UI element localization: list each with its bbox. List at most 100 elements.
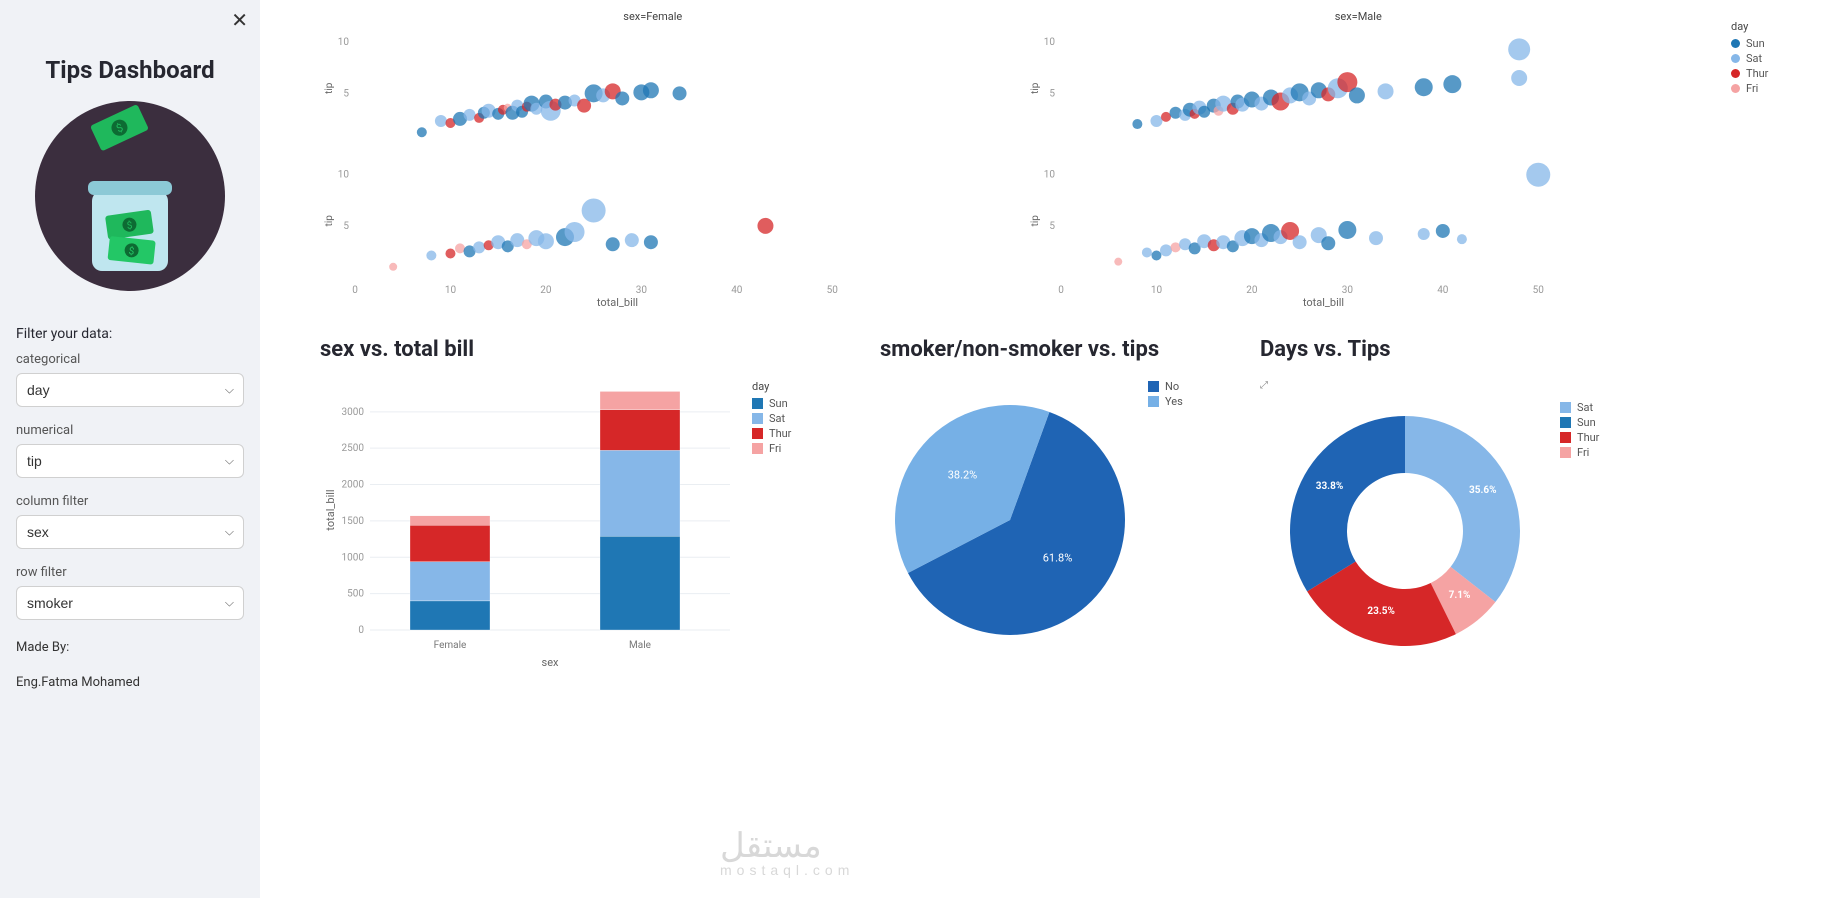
svg-text:10: 10 (1043, 37, 1055, 48)
legend-item[interactable]: Fri (1560, 446, 1599, 459)
made-by-label: Made By: (16, 640, 244, 655)
svg-text:50: 50 (827, 285, 839, 296)
svg-text:sex: sex (542, 656, 560, 669)
svg-text:40: 40 (1437, 285, 1449, 296)
row-filter-select[interactable]: sexsmokerdaytime (16, 586, 244, 620)
legend-item[interactable]: Thur (752, 427, 791, 440)
legend-item[interactable]: Sat (1731, 52, 1791, 65)
column-filter-select[interactable]: sexsmokerdaytime (16, 515, 244, 549)
svg-text:0: 0 (352, 285, 358, 296)
svg-text:2000: 2000 (342, 480, 365, 491)
sidebar: ✕ Tips Dashboard $ $ $ Filter your data:… (0, 0, 260, 898)
svg-text:23.5%: 23.5% (1367, 606, 1395, 617)
legend-item[interactable]: Sat (1560, 401, 1599, 414)
svg-text:1500: 1500 (342, 516, 365, 527)
legend-item[interactable]: No (1148, 380, 1183, 393)
svg-text:30: 30 (636, 285, 648, 296)
svg-text:tip: tip (324, 82, 335, 94)
svg-text:0: 0 (1058, 285, 1064, 296)
close-icon[interactable]: ✕ (231, 8, 248, 33)
scatter-col-male: sex=Male 5 10 tip 5 10 tip 0 10 20 30 40 50 total_bi… (1026, 10, 1692, 307)
facet-col-title-female: sex=Female (320, 10, 986, 23)
donut-chart-section: Days vs. Tips ⤢ 35.6%7.1%23.5%33.8% SatS… (1260, 337, 1791, 670)
pie-chart-section: smoker/non-smoker vs. tips 61.8% 38.2% No… (880, 337, 1220, 670)
column-filter-select-wrap: sexsmokerdaytime ⌵ (16, 515, 244, 549)
numerical-label: numerical (16, 423, 244, 438)
svg-text:smoker=No: smoker=No (1593, 88, 1596, 134)
legend-item[interactable]: Thur (1731, 67, 1791, 80)
svg-text:30: 30 (1341, 285, 1353, 296)
svg-text:10: 10 (1043, 170, 1055, 181)
svg-text:50: 50 (1532, 285, 1544, 296)
scatter-female-svg: 5 10 tip 5 10 tip 0 10 20 30 40 50 total_bill (320, 27, 890, 307)
numerical-select[interactable]: total_billtipsize (16, 444, 244, 478)
svg-text:61.8%: 61.8% (1043, 552, 1073, 565)
scatter-col-female: sex=Female 5 10 tip 5 10 tip 0 10 20 30 40 50 total_… (320, 10, 986, 307)
svg-text:1000: 1000 (342, 552, 365, 563)
svg-text:smoker=Yes: smoker=Yes (1593, 221, 1596, 271)
scatter-facet-grid: sex=Female 510tip510tip01020304050total_… (320, 10, 1791, 307)
row-filter-label: row filter (16, 565, 244, 580)
bottom-charts-row: sex vs. total bill 0 500 1000 1500 2000 2500 3… (320, 337, 1791, 670)
svg-text:total_bill: total_bill (597, 296, 638, 307)
svg-text:total_bill: total_bill (324, 489, 337, 530)
svg-text:5: 5 (1049, 88, 1055, 99)
svg-text:40: 40 (731, 285, 743, 296)
donut-title: Days vs. Tips (1260, 337, 1791, 362)
svg-text:5: 5 (1049, 221, 1055, 232)
svg-text:38.2%: 38.2% (948, 468, 978, 481)
svg-text:tip: tip (324, 215, 335, 227)
expand-icon[interactable]: ⤢ (1260, 380, 1791, 391)
bar-title: sex vs. total bill (320, 337, 840, 362)
svg-text:2500: 2500 (342, 443, 365, 454)
watermark: مستقل mostaql.com (720, 826, 854, 878)
categorical-select[interactable]: sexsmokerdaytime (16, 373, 244, 407)
author-name: Eng.Fatma Mohamed (16, 675, 244, 690)
legend-title: day (1731, 20, 1791, 33)
legend-item[interactable]: Sat (752, 412, 791, 425)
donut-legend: Sat Sun Thur Fri (1560, 401, 1599, 651)
svg-text:10: 10 (338, 170, 350, 181)
filter-heading: Filter your data: (16, 326, 244, 342)
bar-chart-section: sex vs. total bill 0 500 1000 1500 2000 2500 3… (320, 337, 840, 670)
legend-item[interactable]: Yes (1148, 395, 1183, 408)
facet-col-title-male: sex=Male (1026, 10, 1692, 23)
legend-item[interactable]: Fri (1731, 82, 1791, 95)
legend-item[interactable]: Sun (1731, 37, 1791, 50)
svg-text:20: 20 (540, 285, 552, 296)
svg-text:Male: Male (629, 640, 651, 651)
tips-jar-logo: $ $ $ (30, 96, 230, 296)
legend-item[interactable]: Thur (1560, 431, 1599, 444)
svg-text:tip: tip (1030, 215, 1041, 227)
svg-text:tip: tip (1030, 82, 1041, 94)
svg-text:500: 500 (347, 589, 364, 600)
svg-text:total_bill: total_bill (1302, 296, 1343, 307)
pie-chart-svg: 61.8% 38.2% (880, 380, 1140, 640)
categorical-label: categorical (16, 352, 244, 367)
bar-legend: day SunSatThurFri (752, 380, 791, 670)
svg-text:10: 10 (1150, 285, 1162, 296)
row-filter-select-wrap: sexsmokerdaytime ⌵ (16, 586, 244, 620)
svg-text:10: 10 (338, 37, 350, 48)
legend-item[interactable]: Sun (1560, 416, 1599, 429)
svg-text:Female: Female (434, 640, 467, 651)
column-filter-label: column filter (16, 494, 244, 509)
svg-text:7.1%: 7.1% (1449, 590, 1471, 601)
svg-text:35.6%: 35.6% (1469, 485, 1497, 496)
bar-chart-svg: 0 500 1000 1500 2000 2500 3000 total_bill Female… (320, 380, 740, 670)
scatter-legend: day Sun Sat Thur Fri (1731, 10, 1791, 307)
main-content: sex=Female 510tip510tip01020304050total_… (260, 0, 1831, 898)
legend-item[interactable]: Sun (752, 397, 791, 410)
svg-text:5: 5 (343, 88, 349, 99)
scatter-male-svg: 5 10 tip 5 10 tip 0 10 20 30 40 50 total_bill smoker=… (1026, 27, 1596, 307)
pie-title: smoker/non-smoker vs. tips (880, 337, 1220, 362)
legend-item[interactable]: Fri (752, 442, 791, 455)
svg-text:3000: 3000 (342, 407, 365, 418)
svg-text:0: 0 (358, 625, 364, 636)
categorical-select-wrap: sexsmokerdaytime ⌵ (16, 373, 244, 407)
svg-text:20: 20 (1246, 285, 1258, 296)
svg-text:10: 10 (445, 285, 457, 296)
svg-text:5: 5 (343, 221, 349, 232)
pie-legend: No Yes (1148, 380, 1183, 640)
numerical-select-wrap: total_billtipsize ⌵ (16, 444, 244, 478)
